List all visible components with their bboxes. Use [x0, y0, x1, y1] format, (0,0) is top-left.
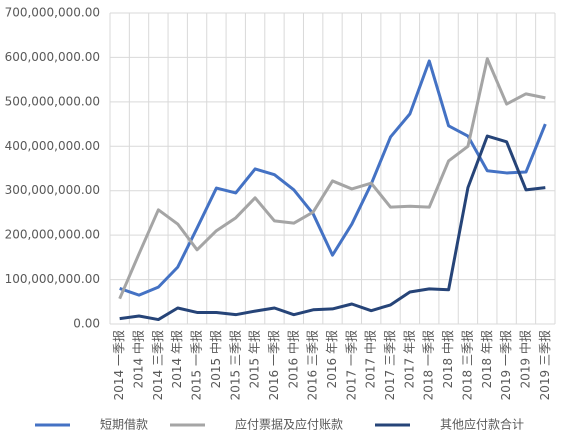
x-tick-label: 2015 中报	[208, 330, 223, 388]
y-tick-label: 700,000,000.00	[5, 6, 100, 20]
x-tick-label: 2017 中报	[363, 330, 378, 388]
series-line	[119, 59, 547, 297]
x-tick-label: 2019 一季报	[498, 330, 513, 400]
x-tick-label: 2018 中报	[440, 330, 455, 388]
x-tick-label: 2014 中报	[131, 330, 146, 388]
x-tick-label: 2016 一季报	[266, 330, 281, 400]
x-tick-label: 2014 三季报	[150, 330, 165, 400]
x-tick-label: 2019 三季报	[537, 330, 552, 400]
y-tick-label: 500,000,000.00	[5, 94, 100, 108]
x-tick-label: 2015 年报	[247, 330, 262, 388]
x-tick-label: 2014 年报	[169, 330, 184, 388]
x-tick-label: 2018 一季报	[421, 330, 436, 400]
x-tick-label: 2014 一季报	[111, 330, 126, 400]
legend-label: 其他应付款合计	[440, 417, 524, 432]
y-tick-label: 600,000,000.00	[5, 50, 100, 64]
x-tick-label: 2017 年报	[401, 330, 416, 388]
legend-label: 应付票据及应付账款	[235, 417, 343, 432]
x-tick-label: 2017 三季报	[382, 330, 397, 400]
y-tick-label: 100,000,000.00	[5, 272, 100, 286]
x-tick-label: 2017 一季报	[343, 330, 358, 400]
y-tick-label: 200,000,000.00	[5, 228, 100, 242]
y-tick-label: 0.00	[73, 317, 100, 331]
x-tick-label: 2018 年报	[479, 330, 494, 388]
x-tick-label: 2015 一季报	[189, 330, 204, 400]
x-tick-label: 2016 年报	[324, 330, 339, 388]
series-line	[119, 134, 546, 322]
x-tick-label: 2015 三季报	[227, 330, 242, 400]
x-tick-label: 2019 中报	[517, 330, 532, 388]
x-tick-label: 2016 三季报	[305, 330, 320, 400]
legend-label: 短期借款	[100, 418, 148, 432]
x-tick-label: 2016 中报	[285, 330, 300, 388]
series-line	[118, 57, 546, 300]
y-tick-label: 400,000,000.00	[5, 139, 100, 153]
x-tick-label: 2018 三季报	[459, 330, 474, 400]
y-tick-label: 300,000,000.00	[5, 183, 100, 197]
